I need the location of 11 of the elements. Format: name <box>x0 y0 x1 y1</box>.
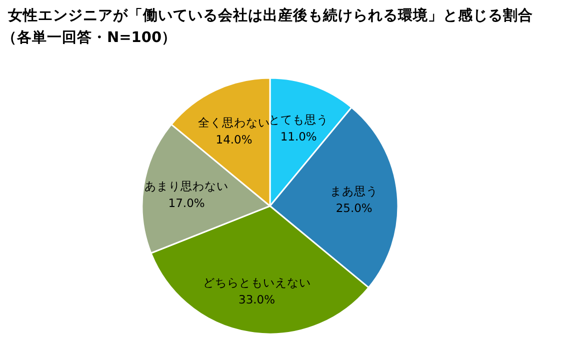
chart-subtitle: （各単一回答・N=100） <box>2 29 177 46</box>
data-label: 33.0% <box>238 292 276 306</box>
data-label: 17.0% <box>168 196 205 210</box>
data-label: 25.0% <box>336 201 372 216</box>
chart-title: 女性エンジニアが「働いている会社は出産後も続けられる環境」と感じる割合 <box>7 6 533 24</box>
data-label: 11.0% <box>280 130 317 144</box>
slice-label: どちらともいえない <box>202 275 311 290</box>
slice-label: あまり思わない <box>144 178 229 193</box>
data-label: 14.0% <box>216 132 252 147</box>
slice-label: まあ思う <box>330 184 378 198</box>
slice-label: 全く思わない <box>198 116 270 130</box>
